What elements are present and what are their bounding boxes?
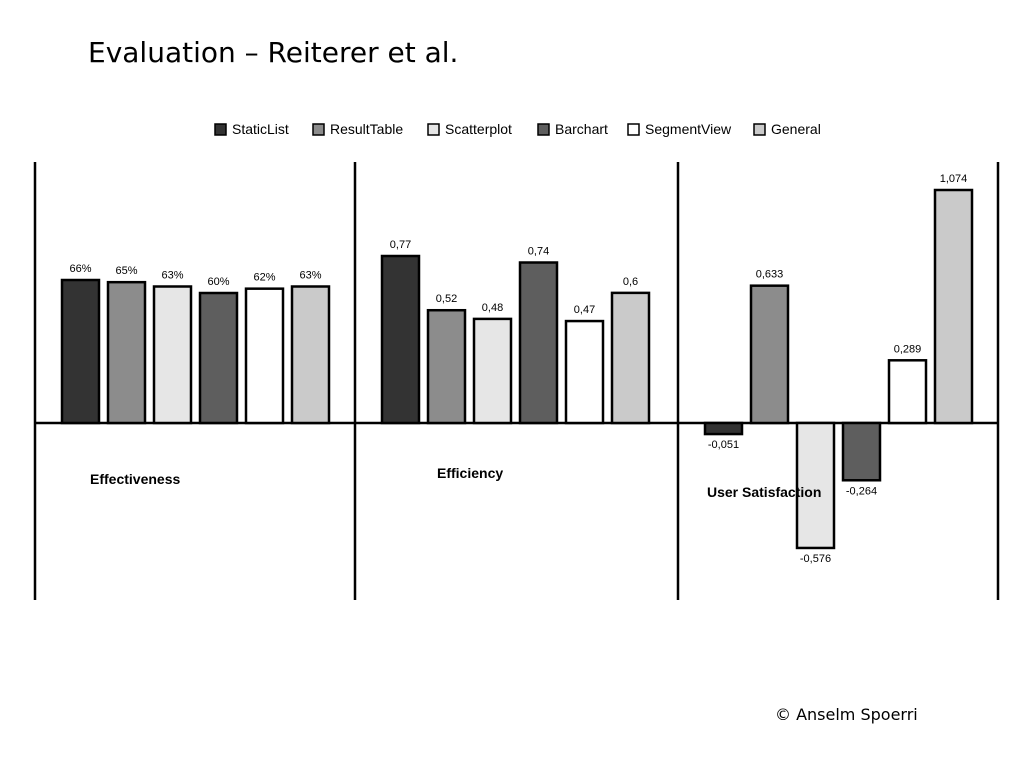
bar-segmentview-user-satisfaction <box>887 359 928 425</box>
legend-label-segmentview: SegmentView <box>645 121 732 137</box>
copyright-text: © Anselm Spoerri <box>775 705 918 724</box>
legend-label-scatterplot: Scatterplot <box>445 121 512 137</box>
category-label-efficiency: Efficiency <box>437 465 503 481</box>
bar-scatterplot-efficiency <box>472 317 513 425</box>
data-label: 0,47 <box>574 304 595 316</box>
data-label: -0,051 <box>708 439 739 451</box>
data-label: 0,48 <box>482 302 503 314</box>
bar-staticlist-effectiveness <box>60 278 101 425</box>
data-label: 0,77 <box>390 239 411 251</box>
bar-scatterplot-effectiveness <box>152 285 193 425</box>
legend-label-barchart: Barchart <box>555 121 608 137</box>
data-label: 66% <box>69 263 91 275</box>
data-label: 0,74 <box>528 246 549 258</box>
data-label: 65% <box>115 265 137 277</box>
data-label: -0,576 <box>800 553 831 565</box>
data-label: 0,633 <box>756 269 784 281</box>
bar-resulttable-efficiency <box>426 308 467 425</box>
legend-swatch-resulttable <box>312 123 325 136</box>
data-label: 0,52 <box>436 293 457 305</box>
legend-label-general: General <box>771 121 821 137</box>
bar-general-effectiveness <box>290 285 331 425</box>
slide-title: Evaluation – Reiterer et al. <box>88 36 459 69</box>
bar-general-efficiency <box>610 291 651 425</box>
bar-resulttable-effectiveness <box>106 280 147 425</box>
bar-resulttable-user-satisfaction <box>749 284 790 425</box>
data-label: 0,6 <box>623 276 638 288</box>
category-label-user-satisfaction: User Satisfaction <box>707 484 821 500</box>
data-label: 0,289 <box>894 343 922 355</box>
legend-swatch-staticlist <box>214 123 227 136</box>
data-label: 63% <box>161 270 183 282</box>
data-label: 62% <box>253 272 275 284</box>
category-label-effectiveness: Effectiveness <box>90 471 180 487</box>
bar-barchart-efficiency <box>518 261 559 425</box>
bar-segmentview-effectiveness <box>244 287 285 425</box>
bar-staticlist-user-satisfaction <box>703 421 744 436</box>
data-label: 63% <box>299 270 321 282</box>
data-label: 1,074 <box>940 173 968 185</box>
legend-swatch-segmentview <box>627 123 640 136</box>
bar-barchart-user-satisfaction <box>841 421 882 482</box>
bar-general-user-satisfaction <box>933 188 974 425</box>
bar-scatterplot-user-satisfaction <box>795 421 836 550</box>
bar-segmentview-efficiency <box>564 319 605 425</box>
legend-label-staticlist: StaticList <box>232 121 289 137</box>
data-label: -0,264 <box>846 485 877 497</box>
legend-swatch-general <box>753 123 766 136</box>
bar-staticlist-efficiency <box>380 254 421 425</box>
legend-swatch-barchart <box>537 123 550 136</box>
data-label: 60% <box>207 276 229 288</box>
legend-label-resulttable: ResultTable <box>330 121 403 137</box>
bar-barchart-effectiveness <box>198 291 239 425</box>
legend-swatch-scatterplot <box>427 123 440 136</box>
